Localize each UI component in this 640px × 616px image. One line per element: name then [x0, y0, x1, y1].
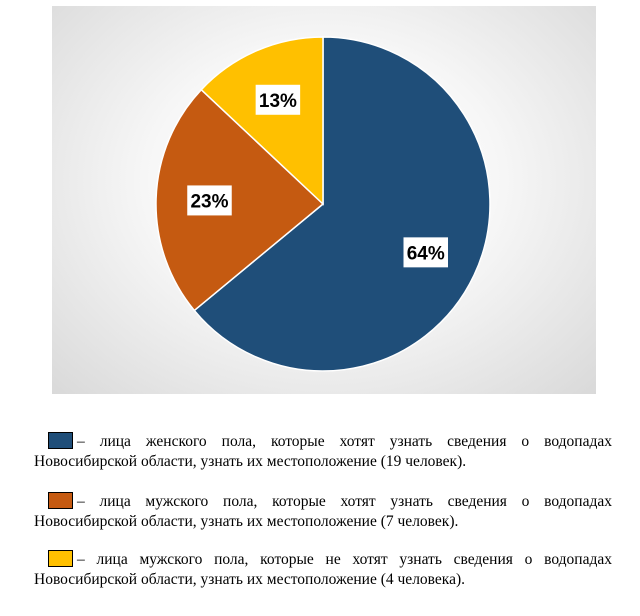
pie-slice-0 [193, 36, 491, 372]
pie-label-text-2: 13% [259, 91, 297, 112]
legend-text-line1: – лица мужского пола, которые не хотят у… [77, 551, 612, 568]
legend-text-line2: Новосибирской области, узнать их местопо… [34, 453, 467, 470]
legend-swatch-yellow [48, 550, 73, 567]
legend-text-line2: Новосибирской области, узнать их местопо… [34, 571, 465, 588]
pie-label-1: 23% [187, 185, 232, 216]
pie-label-text-1: 23% [190, 191, 228, 212]
pie-label-box-2 [255, 84, 301, 115]
legend-swatch-blue [48, 432, 73, 449]
pie-slice-1 [155, 88, 325, 312]
legend-item-female-want: – лица женского пола, которые хотят узна… [34, 432, 612, 472]
legend-text-line1: – лица мужского пола, которые хотят узна… [77, 493, 612, 510]
legend-item-male-not-want: – лица мужского пола, которые не хотят у… [34, 550, 612, 590]
legend-text-line2: Новосибирской области, узнать их местопо… [34, 513, 459, 530]
pie-label-0: 64% [403, 237, 449, 268]
pie-label-box-0 [403, 237, 449, 268]
legend-text-line1: – лица женского пола, которые хотят узна… [77, 433, 612, 450]
pie-slice-2 [200, 36, 324, 206]
legend-item-male-want: – лица мужского пола, которые хотят узна… [34, 492, 612, 532]
legend-swatch-orange [48, 492, 73, 509]
pie-label-box-1 [187, 185, 232, 216]
pie-chart: 64% 23% 13% [155, 36, 491, 372]
pie-label-text-0: 64% [407, 243, 445, 264]
pie-label-2: 13% [255, 84, 301, 115]
chart-area: 64% 23% 13% [52, 6, 596, 394]
